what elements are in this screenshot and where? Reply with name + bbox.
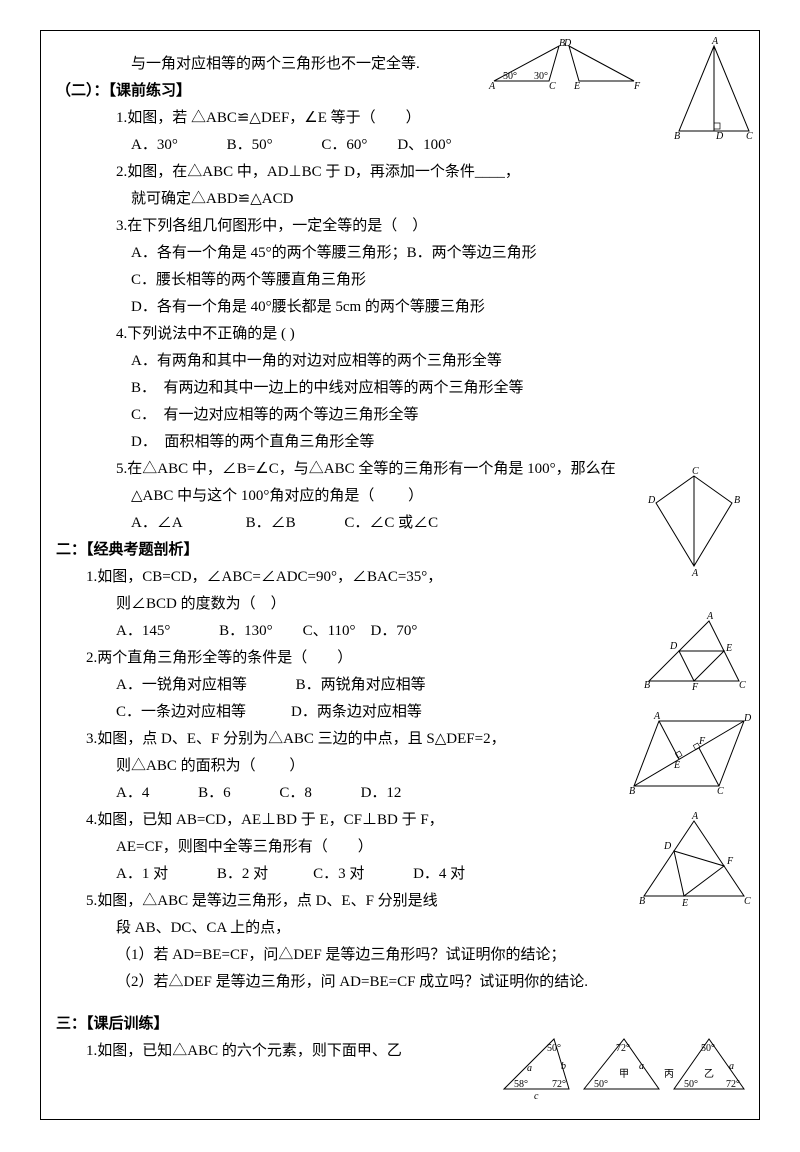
q2-stem: 2.如图，在△ABC 中，AD⊥BC 于 D，再添加一个条件____， — [56, 159, 744, 186]
svg-text:b: b — [561, 1061, 566, 1072]
svg-text:E: E — [573, 81, 580, 92]
svg-text:F: F — [691, 682, 699, 693]
q3-c: C．腰长相等的两个等腰直角三角形 — [56, 267, 744, 294]
svg-text:C: C — [549, 81, 556, 92]
svg-text:E: E — [725, 643, 732, 654]
svg-text:B: B — [734, 495, 740, 506]
svg-text:a: a — [527, 1063, 532, 1074]
svg-text:a: a — [639, 1061, 644, 1072]
aq1-options: A．145° B．130° C、110° D．70° — [56, 618, 744, 645]
svg-text:E: E — [673, 760, 680, 771]
svg-text:50°: 50° — [701, 1043, 715, 1054]
svg-text:D: D — [715, 131, 724, 142]
svg-text:F: F — [698, 736, 706, 747]
svg-text:C: C — [744, 896, 751, 907]
svg-text:D: D — [563, 38, 572, 49]
svg-text:E: E — [681, 898, 688, 909]
svg-text:B: B — [629, 786, 635, 797]
svg-text:A: A — [711, 36, 719, 47]
q4-stem: 4.下列说法中不正确的是 ( ) — [56, 321, 744, 348]
q1-options: A．30° B．50° C．60° D、100° — [56, 132, 744, 159]
diagram-equilateral: A B C D E F — [639, 816, 749, 916]
q5-stem1: 5.在△ABC 中，∠B=∠C，与△ABC 全等的三角形有一个角是 100°，那… — [56, 456, 744, 483]
svg-text:50°: 50° — [503, 71, 517, 82]
svg-text:乙: 乙 — [704, 1068, 714, 1080]
q3-d: D．各有一个角是 40°腰长都是 5cm 的两个等腰三角形 — [56, 294, 744, 321]
aq5-stem2: 段 AB、DC、CA 上的点， — [56, 915, 744, 942]
svg-text:A: A — [488, 81, 496, 92]
q1-stem: 1.如图，若 △ABC≌△DEF，∠E 等于（ ） — [56, 105, 744, 132]
svg-text:58°: 58° — [514, 1079, 528, 1090]
svg-text:A: A — [691, 811, 699, 822]
q3-stem: 3.在下列各组几何图形中，一定全等的是（ ） — [56, 213, 744, 240]
q3-a: A．各有一个角是 45°的两个等腰三角形；B．两个等边三角形 — [56, 240, 744, 267]
q4-c: C． 有一边对应相等的两个等边三角形全等 — [56, 402, 744, 429]
aq2-opt1: A．一锐角对应相等 B．两锐角对应相等 — [56, 672, 744, 699]
q5-stem2: △ABC 中与这个 100°角对应的角是（ ） — [56, 483, 744, 510]
svg-text:D: D — [669, 641, 678, 652]
svg-text:A: A — [653, 711, 661, 722]
diagram-three-triangles: 58° 72° a b c 50° 72° 50° 甲 a 50° 50° 乙 … — [494, 1029, 754, 1109]
diagram-q1-triangles: A B C 50° 30° D E F — [489, 41, 639, 101]
q5-options: A．∠A B．∠B C．∠C 或∠C — [56, 510, 744, 537]
svg-text:丙: 丙 — [664, 1069, 674, 1080]
aq5-sub2: （2）若△DEF 是等边三角形，问 AD=BE=CF 成立吗？试证明你的结论. — [56, 969, 744, 996]
diagram-parallelogram: A D B C E F — [629, 716, 749, 806]
q4-d: D． 面积相等的两个直角三角形全等 — [56, 429, 744, 456]
svg-text:D: D — [743, 713, 752, 724]
q2-stem2: 就可确定△ABD≌△ACD — [56, 186, 744, 213]
section-pre-practice: （二）：【课前练习】 — [56, 78, 744, 105]
svg-text:72°: 72° — [616, 1043, 630, 1054]
svg-text:B: B — [674, 131, 680, 142]
intro-continuation: 与一角对应相等的两个三角形也不一定全等. — [56, 51, 744, 78]
svg-text:B: B — [639, 896, 645, 907]
svg-text:C: C — [746, 131, 753, 142]
svg-text:D: D — [663, 841, 672, 852]
svg-text:A: A — [691, 568, 699, 579]
aq1-stem2: 则∠BCD 的度数为（ ） — [56, 591, 744, 618]
svg-text:C: C — [692, 466, 699, 477]
svg-text:72°: 72° — [552, 1079, 566, 1090]
svg-text:甲: 甲 — [619, 1069, 629, 1080]
aq5-sub1: （1）若 AD=BE=CF，问△DEF 是等边三角形吗？试证明你的结论； — [56, 942, 744, 969]
svg-text:50°: 50° — [547, 1043, 561, 1054]
q4-b: B． 有两边和其中一边上的中线对应相等的两个三角形全等 — [56, 375, 744, 402]
section-analysis: 二：【经典考题剖析】 — [56, 537, 744, 564]
svg-text:D: D — [647, 495, 656, 506]
aq1-stem1: 1.如图，CB=CD，∠ABC=∠ADC=90°，∠BAC=35°， — [56, 564, 744, 591]
svg-text:A: A — [706, 611, 714, 622]
svg-text:50°: 50° — [594, 1079, 608, 1090]
svg-text:72°: 72° — [726, 1079, 740, 1090]
svg-text:F: F — [633, 81, 641, 92]
svg-text:C: C — [739, 680, 746, 691]
svg-text:30°: 30° — [534, 71, 548, 82]
svg-text:a: a — [729, 1061, 734, 1072]
svg-text:50°: 50° — [684, 1079, 698, 1090]
diagram-kite: C D B A — [644, 471, 744, 581]
svg-text:c: c — [534, 1091, 539, 1102]
svg-text:F: F — [726, 856, 734, 867]
svg-text:B: B — [644, 680, 650, 691]
diagram-midpoints: A B C D E F — [644, 616, 744, 701]
svg-text:C: C — [717, 786, 724, 797]
diagram-q2-triangle: A B C D — [674, 41, 754, 151]
aq2-stem: 2.两个直角三角形全等的条件是（ ） — [56, 645, 744, 672]
q4-a: A．有两角和其中一角的对边对应相等的两个三角形全等 — [56, 348, 744, 375]
